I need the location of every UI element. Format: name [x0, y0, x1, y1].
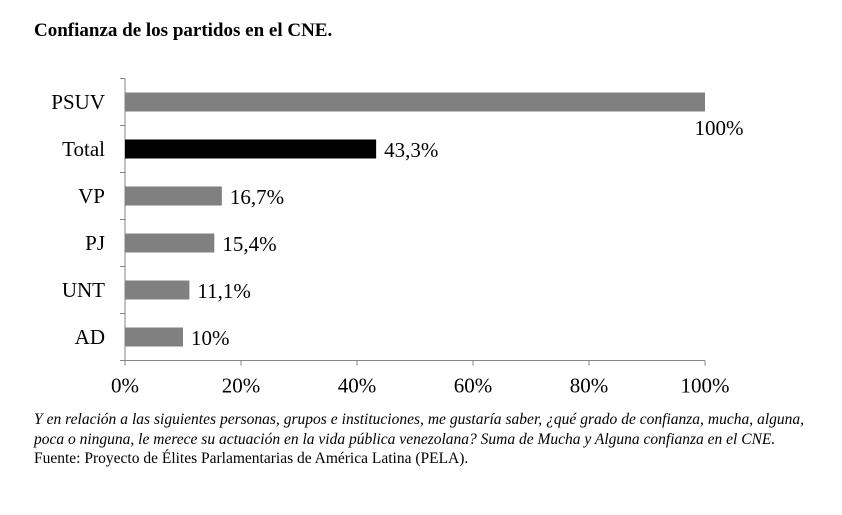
category-label: Total	[62, 137, 105, 161]
survey-question-note: Y en relación a las siguientes personas,…	[34, 411, 804, 448]
bar-pj	[125, 233, 215, 253]
bar-ad	[125, 327, 183, 347]
x-tick-label: 40%	[338, 374, 377, 398]
category-label: PJ	[85, 231, 105, 255]
category-label: AD	[75, 325, 105, 349]
chart-title: Confianza de los partidos en el CNE.	[34, 20, 333, 41]
category-label: UNT	[62, 278, 105, 302]
category-label: VP	[78, 184, 105, 208]
bar-vp	[125, 186, 222, 206]
data-label: 16,7%	[230, 185, 284, 209]
source-note: Fuente: Proyecto de Élites Parlamentaria…	[34, 450, 469, 467]
data-label: 11,1%	[197, 279, 250, 303]
data-label: 100%	[695, 116, 744, 140]
bar-psuv	[125, 92, 705, 112]
x-tick-label: 60%	[454, 374, 493, 398]
bar-total	[125, 139, 377, 159]
chart-notes: Y en relación a las siguientes personas,…	[34, 410, 804, 469]
data-label: 10%	[191, 326, 230, 350]
x-tick-label: 20%	[222, 374, 261, 398]
bar-chart: 0% 20% 40% 60% 80% 100% PSUV 100% Total 43,3% VP 16…	[51, 78, 744, 398]
data-label: 15,4%	[222, 232, 276, 256]
bar-unt	[125, 280, 190, 300]
x-tick-label: 0%	[111, 374, 139, 398]
x-tick-label: 80%	[570, 374, 609, 398]
data-label: 43,3%	[384, 138, 438, 162]
category-label: PSUV	[51, 90, 105, 114]
x-tick-label: 100%	[681, 374, 730, 398]
